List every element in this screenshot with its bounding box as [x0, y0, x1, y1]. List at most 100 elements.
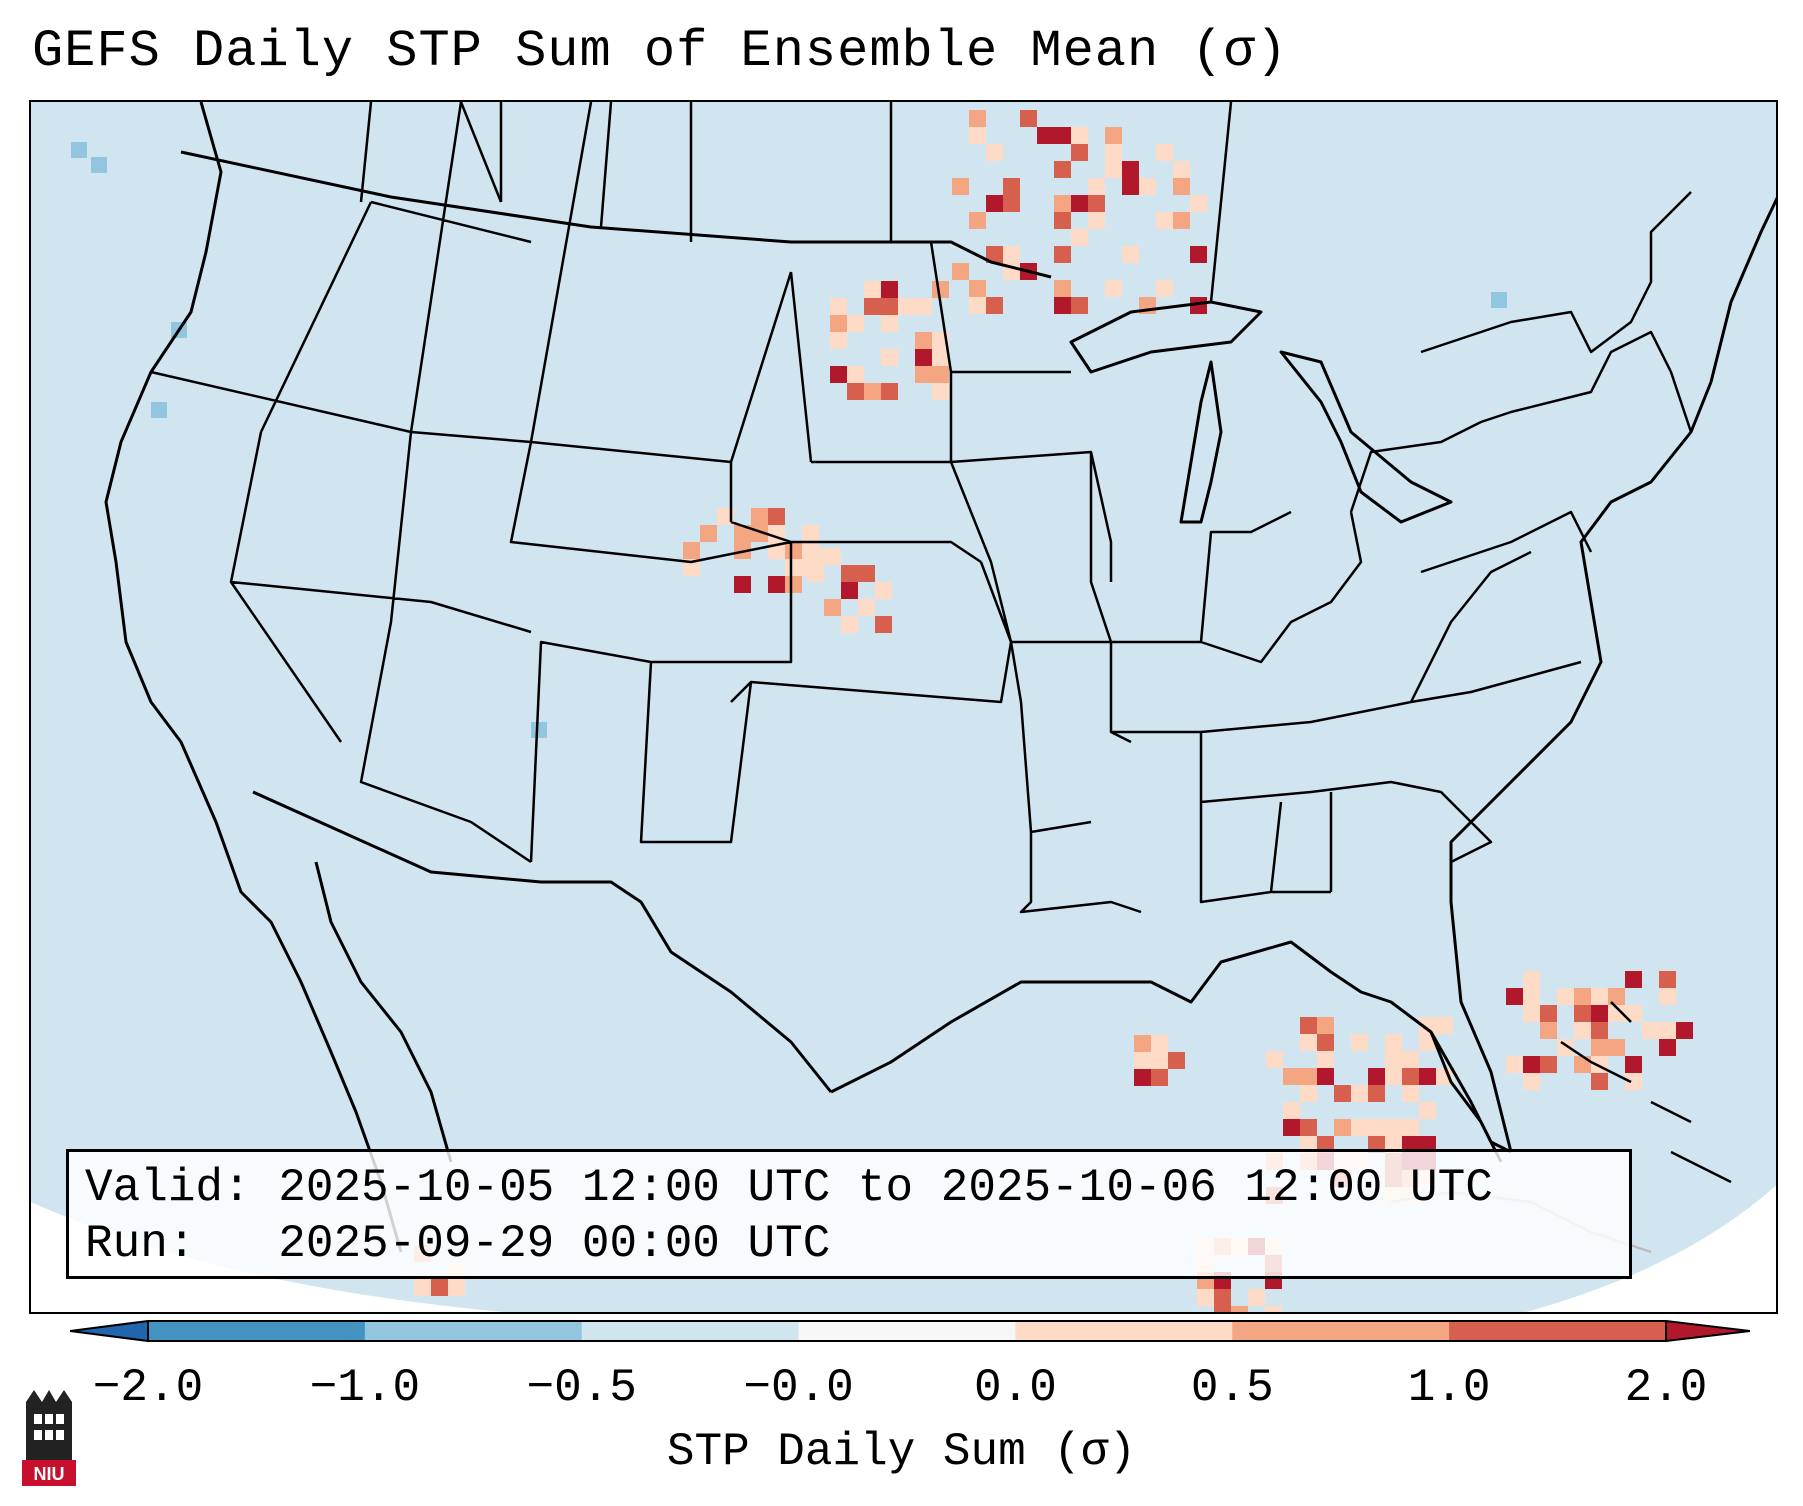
- stp-cell: [847, 315, 864, 332]
- colorbar-tick-label: 0.0: [974, 1362, 1057, 1414]
- colorbar-segments: [148, 1321, 1667, 1341]
- colorbar-tick-label: −1.0: [309, 1362, 421, 1414]
- stp-cell: [1151, 1035, 1168, 1052]
- stp-cell: [1071, 297, 1088, 314]
- stp-cell: [915, 366, 932, 383]
- colorbar-tick-label: 1.0: [1407, 1362, 1491, 1414]
- stp-cell: [1334, 1085, 1351, 1102]
- logo-windows: [34, 1414, 64, 1440]
- stp-cell: [1402, 1136, 1419, 1153]
- chart-title: GEFS Daily STP Sum of Ensemble Mean (σ): [32, 22, 1288, 81]
- stp-cell: [1625, 971, 1642, 988]
- florida: [1429, 1031, 1503, 1163]
- us-mexico-border: [252, 790, 833, 1093]
- stp-cell: [1214, 1306, 1231, 1312]
- stp-cell: [1173, 161, 1190, 178]
- stp-cell: [881, 315, 898, 332]
- stp-cell: [768, 576, 785, 593]
- stp-cell: [414, 1279, 431, 1296]
- stp-cell: [915, 332, 932, 349]
- stp-cell: [881, 298, 898, 315]
- stp-cell: [841, 582, 858, 599]
- stp-cell: [1608, 988, 1625, 1005]
- stp-cell: [1317, 1136, 1334, 1153]
- logo-banner: [22, 1460, 76, 1486]
- stp-cell: [1283, 1119, 1300, 1136]
- stp-cell: [1265, 1306, 1282, 1312]
- colorbar-segment-0: [148, 1321, 366, 1341]
- logo-spires: [26, 1390, 72, 1402]
- stp-cell-negative: [91, 157, 107, 173]
- colorbar-segment-5: [1232, 1321, 1450, 1341]
- stp-cell: [1385, 1136, 1402, 1153]
- stp-cell: [1659, 1022, 1676, 1039]
- stp-cell-negative: [531, 722, 547, 738]
- canada-provinces: [359, 102, 1233, 303]
- colorbar-label: STP Daily Sum (σ): [666, 1426, 1137, 1478]
- stp-cell: [932, 281, 949, 298]
- stp-cell: [1105, 127, 1122, 144]
- stp-cell: [830, 332, 847, 349]
- stp-cell: [1088, 195, 1105, 212]
- canada-us-border: [180, 150, 1052, 279]
- stp-cell: [1020, 110, 1037, 127]
- stp-cell: [1003, 246, 1020, 263]
- stp-cell: [1105, 280, 1122, 297]
- stp-cell: [1139, 178, 1156, 195]
- colorbar-extend-high-outline: [1665, 1319, 1750, 1343]
- stp-cell: [1054, 212, 1071, 229]
- stp-cell: [986, 195, 1003, 212]
- colorbar: [70, 1319, 1750, 1343]
- stp-cell: [1190, 297, 1207, 314]
- state-lines: [150, 102, 1693, 914]
- stp-cell: [915, 349, 932, 366]
- gulf-coast: [830, 940, 1512, 1154]
- colorbar-tick-label: −0.0: [743, 1362, 854, 1414]
- map-panel: [29, 100, 1778, 1314]
- lake-superior: [1069, 300, 1263, 374]
- colorbar-tick-label: 2.0: [1624, 1362, 1708, 1414]
- stp-cell: [881, 383, 898, 400]
- stp-cell: [1351, 1034, 1368, 1051]
- colorbar-segment-3: [798, 1321, 1016, 1341]
- map-domain-edge-right: [1525, 1185, 1776, 1312]
- stp-cell: [1402, 1119, 1419, 1136]
- stp-cell: [841, 565, 858, 582]
- stp-cell: [898, 298, 915, 315]
- stp-cell: [969, 280, 986, 297]
- stp-cell: [1173, 212, 1190, 229]
- stp-cell: [1591, 988, 1608, 1005]
- stp-cell: [847, 366, 864, 383]
- stp-cell: [1368, 1068, 1385, 1085]
- stp-cell: [1591, 1073, 1608, 1090]
- stp-cell: [1574, 1056, 1591, 1073]
- stp-cell: [1071, 229, 1088, 246]
- stp-cell: [1197, 1289, 1214, 1306]
- colorbar-segment-6: [1449, 1321, 1667, 1341]
- stp-cell: [1105, 161, 1122, 178]
- stp-cell: [1659, 1039, 1676, 1056]
- stp-cell: [1523, 971, 1540, 988]
- stp-cell: [1156, 212, 1173, 229]
- stp-cell: [1248, 1289, 1265, 1306]
- colorbar-extend-low-outline: [70, 1319, 149, 1343]
- stp-cell: [734, 525, 751, 542]
- stp-cell: [1419, 1017, 1436, 1034]
- stp-cell: [1317, 1034, 1334, 1051]
- stp-cell: [1300, 1119, 1317, 1136]
- stp-cell: [1659, 971, 1676, 988]
- stp-cell: [802, 525, 819, 542]
- stp-cell: [785, 576, 802, 593]
- stp-cell: [986, 246, 1003, 263]
- stp-cell: [1540, 1005, 1557, 1022]
- stp-cell: [1385, 1119, 1402, 1136]
- stp-cell: [1071, 127, 1088, 144]
- new-england-coast: [1709, 196, 1776, 383]
- stp-cell: [768, 508, 785, 525]
- stp-cell: [1054, 246, 1071, 263]
- stp-cell: [1266, 1051, 1283, 1068]
- stp-cell: [1134, 1069, 1151, 1086]
- stp-cell: [683, 542, 700, 559]
- stp-cell: [1003, 195, 1020, 212]
- stp-cell: [864, 281, 881, 298]
